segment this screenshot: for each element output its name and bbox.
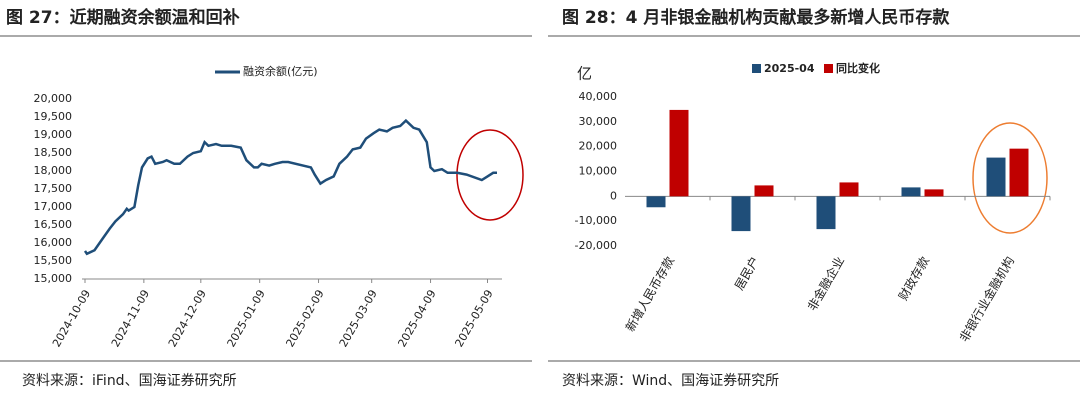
highlight <box>456 129 524 221</box>
bar <box>839 182 859 197</box>
x-tick-label: 2025-02-09 <box>283 288 326 350</box>
line <box>83 118 497 256</box>
legend-label: 2025-04 <box>764 62 815 75</box>
x-tick-label: 2024-12-09 <box>166 288 209 350</box>
x-tick-label: 非金融企业 <box>804 254 847 313</box>
chart-title: 图 28：4 月非银金融机构贡献最多新增人民币存款 <box>562 7 950 28</box>
y-tick-label: 0 <box>610 189 617 202</box>
y-tick-label: 40,000 <box>579 90 618 103</box>
y-tick-label: 17,000 <box>34 200 73 213</box>
y-tick-label: 17,500 <box>34 182 73 195</box>
bar <box>646 196 666 208</box>
y-tick-label: 10,000 <box>579 165 618 178</box>
bar <box>901 187 921 197</box>
y-tick-label: 16,500 <box>34 218 73 231</box>
bar <box>986 157 1006 197</box>
bar <box>754 185 774 197</box>
y-tick-label: 19,000 <box>34 128 73 141</box>
x-tick-label: 新增人民币存款 <box>622 254 677 334</box>
x-tick-label: 居民户 <box>731 254 762 293</box>
x-tick-label: 2025-03-09 <box>337 288 380 350</box>
bar <box>924 189 944 197</box>
x-tick-label: 2025-04-09 <box>396 288 439 350</box>
x-tick-label: 2024-11-09 <box>109 288 152 350</box>
y-tick-label: 19,500 <box>34 110 73 123</box>
y-tick-label: -20,000 <box>575 239 617 252</box>
y-tick-label: 16,000 <box>34 236 73 249</box>
x-tick-label: 2025-01-09 <box>225 288 268 350</box>
bar <box>1009 148 1029 197</box>
highlight <box>972 122 1048 234</box>
chart-title: 图 27：近期融资余额温和回补 <box>6 7 240 28</box>
x-tick-label: 非银行业金融机构 <box>956 254 1017 345</box>
x-tick-label: 2024-10-09 <box>50 288 93 350</box>
bar <box>816 196 836 230</box>
y-tick-label: 20,000 <box>34 92 73 105</box>
bar <box>731 196 751 232</box>
source: 资料来源：Wind、国海证券研究所 <box>562 373 779 389</box>
legend-swatch <box>824 64 833 73</box>
y-axis-label: 亿 <box>577 65 592 83</box>
y-tick-label: 20,000 <box>579 140 618 153</box>
y-tick-label: 18,500 <box>34 146 73 159</box>
x-tick-label: 财政存款 <box>896 254 932 303</box>
y-tick-label: 15,000 <box>34 272 73 285</box>
y-tick-label: 18,000 <box>34 164 73 177</box>
source: 资料来源：iFind、国海证券研究所 <box>22 373 237 389</box>
y-tick-label: 15,500 <box>34 254 73 267</box>
x-tick-label: 2025-05-09 <box>452 288 495 350</box>
bar <box>669 109 689 197</box>
legend-swatch <box>752 64 761 73</box>
y-tick-label: -10,000 <box>575 214 617 227</box>
legend-label: 同比变化 <box>836 61 880 75</box>
y-tick-label: 30,000 <box>579 115 618 128</box>
legend-label: 融资余额(亿元) <box>243 64 318 78</box>
